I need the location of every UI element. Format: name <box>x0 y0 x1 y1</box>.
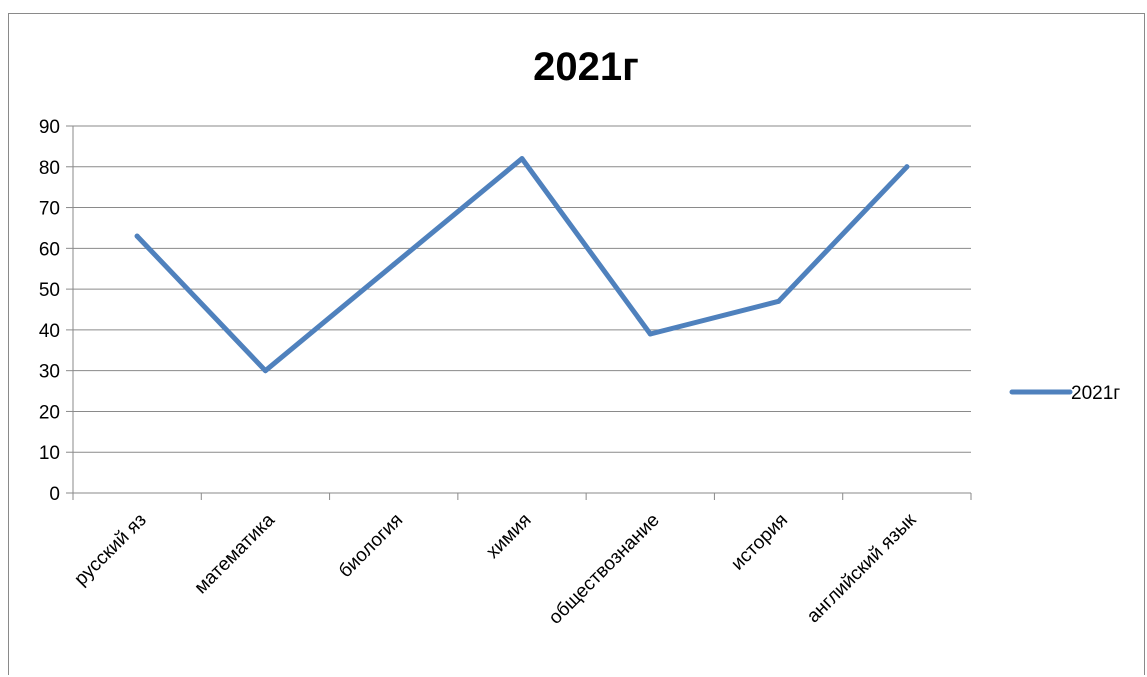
axes <box>66 125 972 500</box>
y-tick-label: 50 <box>39 280 60 301</box>
series-line <box>134 156 910 374</box>
data-point <box>647 331 653 337</box>
y-tick-label: 40 <box>39 321 60 342</box>
x-tick-label: биология <box>335 510 407 582</box>
data-point <box>776 298 782 304</box>
chart-frame <box>8 13 1145 675</box>
x-tick-label: обществознание <box>545 510 664 629</box>
y-tick-label: 90 <box>39 117 60 138</box>
x-tick-labels: русский яз математика биология химия обществ… <box>70 509 920 629</box>
data-point <box>519 156 525 162</box>
y-tick-labels: 0 10 20 30 40 50 60 70 80 90 <box>39 117 60 505</box>
chart-title: 2021г <box>533 45 639 89</box>
y-tick-label: 30 <box>39 362 60 383</box>
y-tick-label: 70 <box>39 199 60 220</box>
data-point <box>904 164 910 170</box>
legend-label: 2021г <box>1071 383 1120 404</box>
data-point <box>262 368 268 374</box>
x-tick-label: химия <box>482 510 535 563</box>
x-tick-label: английский язык <box>803 509 921 627</box>
x-tick-label: математика <box>191 509 280 598</box>
gridlines <box>73 125 971 453</box>
y-tick-label: 60 <box>39 239 60 260</box>
y-tick-label: 10 <box>39 443 60 464</box>
y-tick-label: 80 <box>39 158 60 179</box>
series-layer <box>134 156 910 374</box>
data-point <box>134 233 140 239</box>
legend: 2021г <box>1009 383 1120 404</box>
y-tick-label: 20 <box>39 402 60 423</box>
data-point <box>391 262 397 268</box>
x-tick-label: история <box>727 510 792 575</box>
x-tick-label: русский яз <box>70 510 150 590</box>
y-tick-label: 0 <box>49 484 60 505</box>
